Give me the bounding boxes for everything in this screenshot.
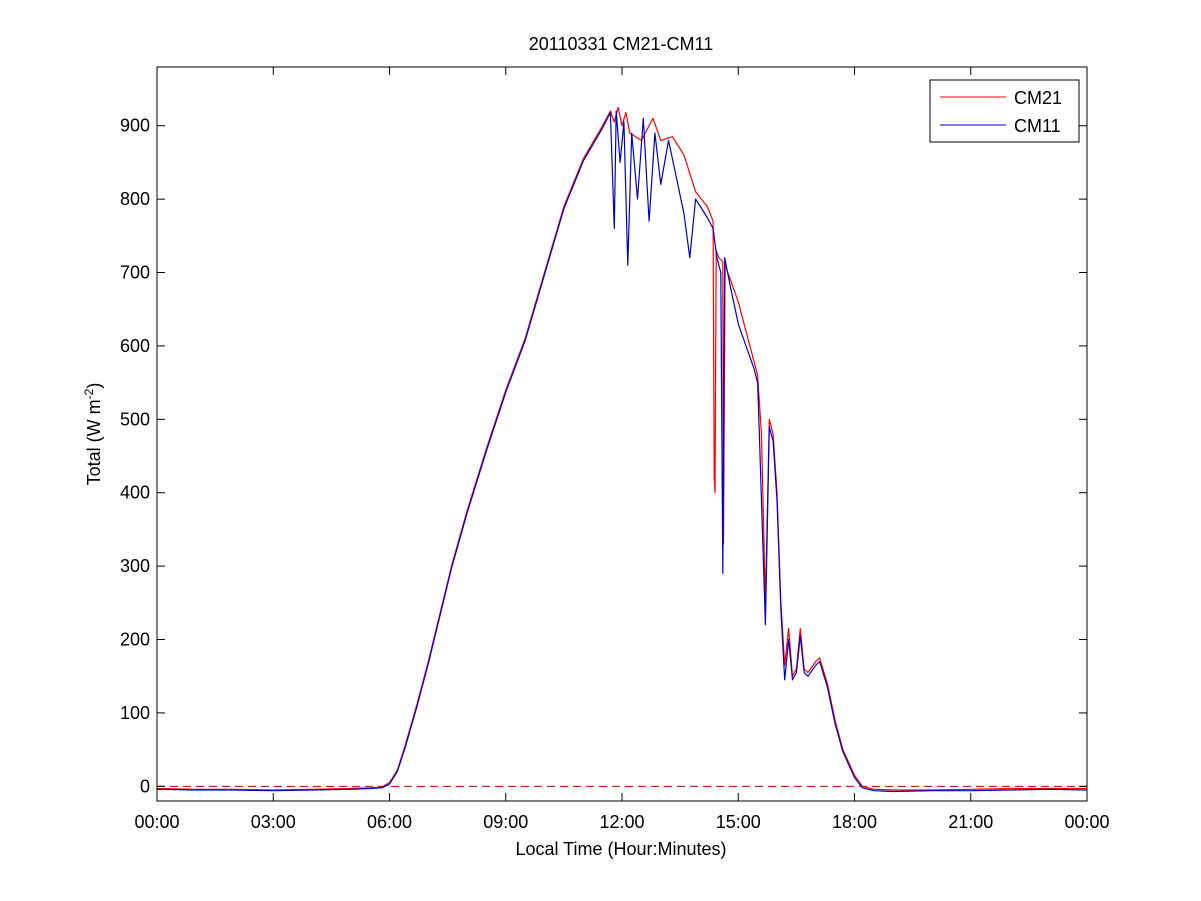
x-tick-label: 00:00 <box>1064 812 1109 832</box>
y-tick-label: 400 <box>120 483 150 503</box>
y-tick-label: 700 <box>120 263 150 283</box>
y-axis-label-superscript: -2 <box>82 388 96 399</box>
x-axis-label: Local Time (Hour:Minutes) <box>515 839 726 859</box>
x-tick-label: 15:00 <box>716 812 761 832</box>
legend-label-cm11: CM11 <box>1014 116 1061 136</box>
y-tick-label: 800 <box>120 189 150 209</box>
y-tick-label: 0 <box>140 776 150 796</box>
y-axis-label-suffix: ) <box>84 383 104 389</box>
x-tick-label: 03:00 <box>251 812 296 832</box>
y-tick-label: 500 <box>120 409 150 429</box>
x-tick-label: 06:00 <box>367 812 412 832</box>
legend-box <box>929 79 1080 143</box>
x-axis: 00:00 03:00 06:00 09:00 12:00 15:00 18:00 21:00… <box>134 67 1110 832</box>
series-layer <box>156 106 1088 793</box>
x-tick-label: 09:00 <box>483 812 528 832</box>
y-axis-label: Total (W m-2) <box>82 383 104 486</box>
legend-label-cm21: CM21 <box>1014 88 1062 108</box>
x-tick-label: 12:00 <box>599 812 644 832</box>
x-tick-label: 00:00 <box>134 812 179 832</box>
y-tick-label: 300 <box>120 556 150 576</box>
series-line-cm11 <box>156 110 1088 793</box>
y-tick-label: 900 <box>120 116 150 136</box>
legend: CM21 CM11 <box>929 79 1080 143</box>
x-tick-label: 18:00 <box>832 812 877 832</box>
y-axis: 0 100 200 300 400 500 600 700 800 900 <box>120 116 1087 796</box>
x-tick-label: 21:00 <box>948 812 993 832</box>
chart-title: 20110331 CM21-CM11 <box>529 34 713 54</box>
y-axis-label-prefix: Total (W m <box>84 399 104 485</box>
y-tick-label: 200 <box>120 630 150 650</box>
y-tick-label: 100 <box>120 703 150 723</box>
y-tick-label: 600 <box>120 336 150 356</box>
